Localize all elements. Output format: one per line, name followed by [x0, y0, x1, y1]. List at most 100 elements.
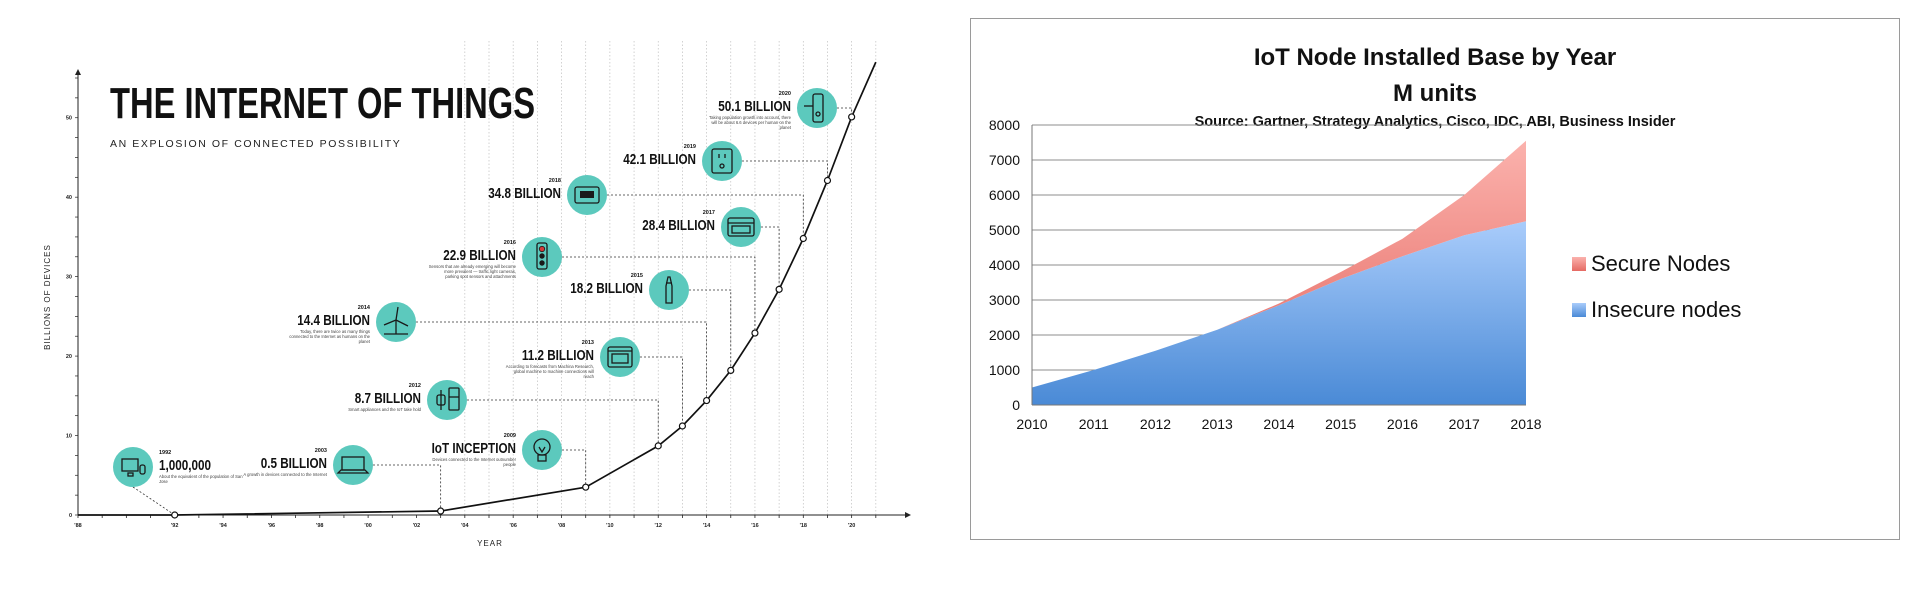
y-tick-label: 7000: [989, 152, 1020, 168]
wind-turbine-icon: [383, 306, 409, 335]
y-tick-label: 0: [69, 513, 72, 519]
annotation-label: IoT INCEPTION: [432, 440, 516, 457]
toothbrush-icon: [665, 276, 673, 304]
x-tick-label: 2015: [1325, 416, 1356, 432]
area-chart-source: Source: Gartner, Strategy Analytics, Cis…: [1195, 114, 1676, 130]
data-point-marker: [799, 234, 807, 243]
y-tick-label: 0: [1012, 397, 1020, 413]
y-axis-label: BILLIONS OF DEVICES: [43, 244, 52, 350]
x-tick-label: 2017: [1449, 416, 1480, 432]
data-point-marker: [678, 422, 687, 430]
thermostat-icon: [574, 186, 600, 204]
area-chart-subtitle: M units: [1393, 80, 1477, 107]
annotation-label: 14.4 BILLION: [297, 312, 370, 329]
growth-line: [77, 61, 877, 516]
annotation-note: According to forecasts from Machina Rese…: [506, 364, 595, 379]
x-tick-label: '16: [751, 523, 758, 529]
data-point-marker: [751, 329, 759, 337]
annotation-note: Smart appliances and the IoT take hold: [348, 407, 421, 412]
icon-badge: [649, 270, 689, 310]
annotation-connector: [467, 399, 659, 446]
annotation-note: Devices connected to the Internet outnum…: [432, 457, 516, 467]
x-axis-label: YEAR: [477, 539, 503, 548]
x-tick-label: '20: [848, 523, 855, 529]
annotation-connector: [689, 289, 732, 371]
annotation-year: 2017: [703, 210, 715, 216]
chart-subtitle: AN EXPLOSION OF CONNECTED POSSIBILITY: [110, 138, 401, 150]
legend-swatch: [1572, 257, 1586, 271]
annotation-note: Sensors that are already emerging will b…: [429, 264, 517, 279]
legend-swatch: [1572, 303, 1586, 317]
annotation-note: About the equivalent of the population o…: [159, 474, 243, 484]
annotation-connector: [607, 194, 804, 239]
oven-icon: [607, 346, 633, 368]
legend-item: Insecure nodes: [1572, 297, 1741, 322]
y-tick-label: 2000: [989, 327, 1020, 343]
annotation-connector: [562, 256, 756, 334]
annotation-label: 42.1 BILLION: [623, 151, 696, 168]
y-tick-label: 6000: [989, 187, 1020, 203]
outlet-icon: [711, 148, 733, 174]
x-tick-label: '10: [606, 523, 613, 529]
legend-item: Secure Nodes: [1572, 251, 1730, 276]
annotation-label: 22.9 BILLION: [443, 247, 516, 264]
x-tick-label: 2013: [1202, 416, 1233, 432]
annotation-year: 1992: [159, 450, 171, 456]
annotation-connector: [132, 486, 175, 516]
icon-badge: [427, 380, 467, 420]
iot-growth-chart: '88 '92 '94 '96 '98 '00 '02 '04 '06 '08 '10 '12 '14 '…: [43, 40, 911, 548]
icon-badge: [721, 207, 761, 247]
iot-installed-base-panel: IoT Node Installed Base by Year M units …: [970, 18, 1900, 540]
x-tick-label: '06: [509, 523, 516, 529]
annotation-connector: [373, 464, 442, 512]
data-point-marker: [654, 442, 662, 450]
legend-label: Secure Nodes: [1591, 251, 1730, 276]
y-tick-label: 50: [66, 116, 72, 122]
data-point-marker: [702, 396, 711, 405]
x-tick-label: '96: [268, 523, 275, 529]
area-chart-title: IoT Node Installed Base by Year: [1254, 44, 1616, 71]
x-tick-label: '98: [316, 523, 323, 529]
laptop-icon: [336, 456, 370, 474]
annotation-label: 1,000,000: [159, 457, 211, 474]
x-tick-label: '88: [74, 523, 81, 529]
annotation-year: 2003: [315, 448, 327, 454]
x-tick-label: '08: [558, 523, 565, 529]
legend-label: Insecure nodes: [1591, 297, 1741, 322]
data-point-marker: [848, 113, 856, 121]
data-point-marker: [823, 176, 832, 185]
x-tick-label: '02: [413, 523, 420, 529]
annotation-label: 8.7 BILLION: [355, 390, 421, 407]
icon-badge: [113, 447, 153, 487]
annotation-connector: [562, 449, 587, 488]
x-tick-label: 2014: [1263, 416, 1294, 432]
x-tick-label: 2016: [1387, 416, 1418, 432]
icon-badge: [702, 141, 742, 181]
annotation-connector: [761, 226, 780, 290]
annotation-year: 2015: [631, 273, 643, 279]
iot-installed-base-chart: IoT Node Installed Base by Year M units …: [989, 44, 1742, 432]
x-tick-label: '12: [655, 523, 662, 529]
x-tick-label: '04: [461, 523, 469, 529]
data-point-marker: [171, 511, 179, 519]
icon-badge: [600, 337, 640, 377]
computer-icon: [121, 458, 146, 477]
annotation-connector: [640, 356, 683, 427]
y-tick-label: 4000: [989, 257, 1020, 273]
iot-growth-infographic: '88 '92 '94 '96 '98 '00 '02 '04 '06 '08 '10 '12 '14 '…: [0, 0, 940, 591]
annotation-label: 34.8 BILLION: [488, 185, 561, 202]
annotation-year: 2016: [504, 240, 516, 246]
y-tick-label: 20: [66, 354, 72, 360]
door-lock-icon: [804, 93, 824, 123]
annotation-label: 50.1 BILLION: [718, 98, 791, 115]
y-tick-label: 30: [66, 275, 72, 281]
